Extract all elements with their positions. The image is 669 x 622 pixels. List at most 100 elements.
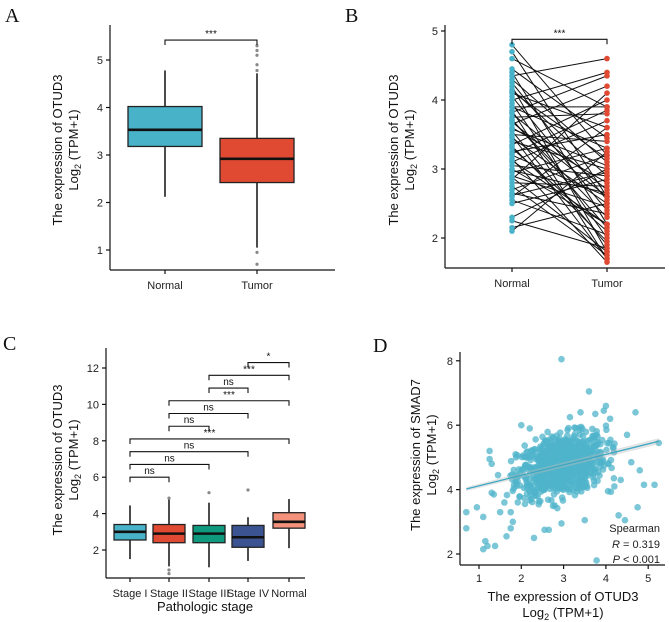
pair-line bbox=[511, 92, 608, 180]
y-tick-label: 5 bbox=[97, 55, 103, 67]
significance-bracket bbox=[168, 400, 290, 406]
scatter-point bbox=[621, 516, 629, 524]
scatter-point bbox=[548, 496, 555, 504]
x-tick-label: 3 bbox=[561, 573, 567, 585]
scatter-point bbox=[600, 462, 608, 469]
scatter-point bbox=[589, 425, 596, 433]
pair-line bbox=[511, 51, 608, 197]
scatter-point bbox=[510, 481, 518, 489]
scatter-point bbox=[520, 484, 528, 492]
scatter-point bbox=[515, 466, 523, 473]
label-part: (TPM+1) bbox=[66, 419, 81, 474]
significance-label: *** bbox=[205, 29, 217, 40]
scatter-point bbox=[573, 438, 581, 445]
panel-label-c: C bbox=[3, 333, 16, 355]
pair-line bbox=[511, 171, 608, 196]
y-axis-title-line2: Log2 (TPM+1) bbox=[424, 414, 441, 495]
scatter-point bbox=[486, 447, 493, 455]
pair-line bbox=[511, 85, 608, 125]
scatter-point bbox=[566, 488, 573, 496]
scatter-point bbox=[562, 437, 570, 444]
y-tick-label: 8 bbox=[447, 356, 453, 368]
pair-line bbox=[511, 109, 608, 155]
scatter-point bbox=[546, 485, 554, 493]
significance-bracket bbox=[168, 425, 210, 432]
tumor-point bbox=[604, 193, 610, 200]
scatter-point bbox=[570, 433, 578, 440]
r-value: = 0.319 bbox=[620, 539, 660, 551]
scatter-point bbox=[488, 460, 495, 468]
significance-bracket bbox=[208, 374, 290, 381]
label-subscript: 2 bbox=[431, 469, 441, 474]
pair-line bbox=[511, 192, 608, 215]
x-axis-title: The expression of OTUD3 bbox=[487, 589, 638, 604]
pair-line bbox=[511, 145, 608, 242]
y-tick-label: 4 bbox=[447, 485, 453, 497]
label-subscript: 2 bbox=[544, 612, 549, 622]
normal-point bbox=[509, 143, 515, 150]
stats-p: P < 0.001 bbox=[613, 554, 660, 566]
normal-point bbox=[509, 42, 515, 48]
y-tick-label: 12 bbox=[87, 363, 99, 375]
scatter-point bbox=[539, 472, 546, 480]
scatter-point bbox=[562, 474, 569, 482]
pair-line bbox=[511, 135, 608, 260]
y-axis-title-line2: Log2 (TPM+1) bbox=[66, 419, 83, 500]
scatter-point bbox=[576, 426, 584, 434]
scatter-point bbox=[526, 496, 534, 504]
normal-point bbox=[509, 200, 515, 207]
pair-line bbox=[511, 203, 608, 229]
significance-bracket bbox=[164, 39, 258, 46]
scatter-point bbox=[585, 388, 593, 395]
significance-bracket bbox=[129, 438, 290, 444]
scatter-point bbox=[526, 425, 534, 432]
scatter-point bbox=[593, 439, 601, 446]
scatter-point bbox=[521, 442, 528, 449]
label-part: (TPM+1) bbox=[66, 109, 81, 164]
scatter-point bbox=[490, 491, 498, 498]
significance-label: ns bbox=[184, 415, 195, 426]
scatter-point bbox=[551, 458, 559, 465]
scatter-point bbox=[530, 482, 537, 489]
label-part: (TPM+1) bbox=[402, 109, 417, 164]
regression-line bbox=[466, 440, 659, 490]
significance-label: ns bbox=[144, 466, 155, 477]
significance-label: ns bbox=[203, 403, 214, 414]
normal-point bbox=[509, 88, 515, 95]
scatter-point bbox=[555, 470, 563, 478]
panel-label-a: A bbox=[5, 5, 20, 27]
x-tick-label-stage-ii: Stage II bbox=[150, 588, 188, 600]
x-tick-label-tumor: Tumor bbox=[591, 278, 623, 290]
y-axis-title-line2: Log2 (TPM+1) bbox=[402, 109, 419, 190]
scatter-point bbox=[527, 453, 534, 461]
tumor-point bbox=[604, 135, 610, 141]
outlier-point bbox=[255, 262, 259, 266]
significance-label: ns bbox=[184, 441, 195, 452]
scatter-point bbox=[564, 432, 571, 439]
normal-point bbox=[509, 109, 515, 116]
x-tick-label-stage-iv: Stage IV bbox=[227, 588, 270, 600]
scatter-point bbox=[554, 504, 561, 512]
scatter-point bbox=[581, 483, 589, 491]
scatter-point bbox=[588, 445, 596, 453]
outlier-point bbox=[167, 496, 171, 500]
scatter-point bbox=[558, 355, 565, 363]
y-tick-label: 4 bbox=[432, 95, 438, 107]
box-normal bbox=[127, 105, 203, 148]
tumor-point bbox=[604, 107, 610, 114]
pair-line bbox=[511, 154, 608, 191]
scatter-point bbox=[549, 475, 556, 483]
outlier-point bbox=[255, 53, 259, 57]
normal-point bbox=[509, 217, 515, 224]
panel-label-b: B bbox=[345, 5, 358, 27]
x-tick-label: 1 bbox=[476, 573, 482, 585]
pair-line bbox=[511, 118, 608, 228]
x-tick-label-stage-iii: Stage III bbox=[189, 588, 230, 600]
scatter-point bbox=[463, 508, 470, 516]
pair-line bbox=[511, 96, 608, 211]
pair-line bbox=[511, 169, 608, 194]
scatter-point bbox=[602, 402, 610, 410]
scatter-point bbox=[545, 526, 553, 534]
